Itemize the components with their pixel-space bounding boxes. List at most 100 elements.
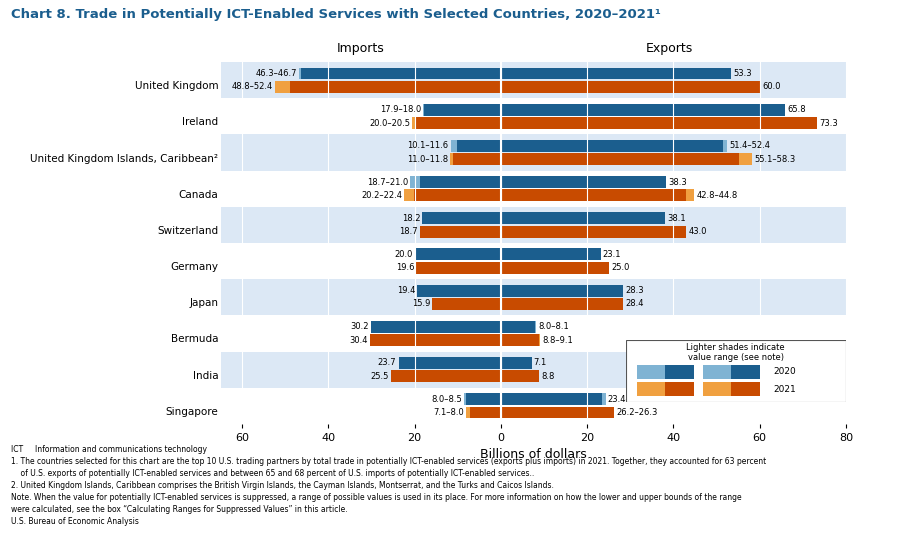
Text: 23.1: 23.1 (603, 250, 621, 259)
Bar (220, 171, 846, 207)
Bar (501, 190, 686, 201)
Text: India: India (193, 370, 219, 381)
Bar (501, 140, 723, 152)
Bar (501, 248, 600, 260)
Text: Note. When the value for potentially ICT-enabled services is suppressed, a range: Note. When the value for potentially ICT… (11, 493, 742, 502)
Text: Canada: Canada (178, 190, 219, 200)
Text: 2. United Kingdom Islands, Caribbean comprises the British Virgin Islands, the C: 2. United Kingdom Islands, Caribbean com… (11, 481, 553, 490)
Bar (501, 117, 817, 129)
Bar (686, 190, 694, 201)
X-axis label: Billions of dollars: Billions of dollars (480, 449, 587, 462)
Bar (302, 68, 501, 79)
Bar (723, 140, 727, 152)
Bar (432, 298, 501, 310)
Text: 42.8–44.8: 42.8–44.8 (697, 191, 738, 200)
Bar (636, 382, 665, 396)
Bar (291, 81, 501, 93)
Text: were calculated, see the box “Calculating Ranges for Suppressed Values” in this : were calculated, see the box “Calculatin… (11, 505, 347, 514)
Bar (501, 393, 602, 405)
Text: 7.1: 7.1 (534, 359, 547, 367)
Text: Germany: Germany (170, 262, 219, 272)
Text: 18.7: 18.7 (400, 227, 419, 236)
Bar (300, 68, 302, 79)
Text: 43.0: 43.0 (688, 227, 707, 236)
Text: 60.0: 60.0 (762, 83, 780, 91)
Text: Bermuda: Bermuda (171, 334, 219, 345)
Text: Lighter shades indicate: Lighter shades indicate (687, 343, 785, 352)
Bar (420, 176, 501, 188)
Text: 38.3: 38.3 (669, 178, 687, 186)
Bar (220, 352, 846, 388)
Text: 73.3: 73.3 (819, 119, 838, 127)
Text: U.S. Bureau of Economic Analysis: U.S. Bureau of Economic Analysis (11, 517, 139, 526)
Bar (220, 62, 846, 98)
Text: Ireland: Ireland (182, 117, 219, 127)
FancyBboxPatch shape (626, 340, 846, 402)
Text: 8.0–8.5: 8.0–8.5 (431, 395, 462, 403)
Bar (501, 176, 666, 188)
Bar (501, 370, 539, 382)
Bar (501, 68, 731, 79)
Text: 25.5: 25.5 (371, 372, 389, 381)
Text: 23.7: 23.7 (378, 359, 397, 367)
Bar (415, 248, 501, 260)
Bar (422, 212, 501, 224)
Bar (274, 81, 291, 93)
Text: 8.8–9.1: 8.8–9.1 (543, 336, 573, 345)
Text: 18.7–21.0: 18.7–21.0 (367, 178, 408, 186)
Bar (404, 190, 414, 201)
Bar (732, 382, 760, 396)
Bar (501, 321, 536, 333)
Text: 11.0–11.8: 11.0–11.8 (407, 155, 448, 164)
Text: United Kingdom: United Kingdom (135, 81, 219, 91)
Bar (739, 153, 752, 165)
Bar (501, 81, 760, 93)
Bar (220, 279, 846, 315)
Text: 55.1–58.3: 55.1–58.3 (754, 155, 796, 164)
Text: 46.3–46.7: 46.3–46.7 (256, 69, 297, 78)
Bar (501, 262, 608, 274)
Text: 8.8: 8.8 (541, 372, 554, 381)
Bar (417, 262, 501, 274)
Bar (220, 388, 846, 424)
Text: 19.6: 19.6 (396, 264, 414, 272)
Bar (703, 382, 732, 396)
Text: 48.8–52.4: 48.8–52.4 (231, 83, 273, 91)
Bar (471, 407, 501, 418)
Text: 65.8: 65.8 (787, 105, 806, 114)
Text: Exports: Exports (645, 42, 693, 55)
Bar (501, 153, 739, 165)
Bar (220, 134, 846, 171)
Text: 30.4: 30.4 (349, 336, 367, 345)
Bar (501, 407, 614, 418)
Text: 20.0: 20.0 (394, 250, 412, 259)
Text: 28.3: 28.3 (626, 286, 644, 295)
Text: 38.1: 38.1 (668, 214, 686, 222)
Bar (220, 243, 846, 279)
Bar (371, 321, 501, 333)
Text: value range (see note): value range (see note) (688, 353, 784, 362)
Bar (602, 393, 606, 405)
Bar (501, 285, 623, 296)
Text: Singapore: Singapore (166, 407, 219, 417)
Text: 8.0–8.1: 8.0–8.1 (538, 322, 569, 331)
Bar (501, 104, 785, 116)
Bar (454, 153, 501, 165)
Text: 1. The countries selected for this chart are the top 10 U.S. trading partners by: 1. The countries selected for this chart… (11, 457, 766, 467)
Text: 2021: 2021 (773, 385, 796, 394)
Text: ICT     Information and communications technology: ICT Information and communications techn… (11, 446, 207, 455)
Text: of U.S. exports of potentially ICT-enabled services and between 65 and 68 percen: of U.S. exports of potentially ICT-enabl… (11, 469, 534, 478)
Text: Imports: Imports (337, 42, 384, 55)
Bar (501, 298, 624, 310)
Bar (501, 357, 532, 369)
Bar (665, 382, 694, 396)
Bar (415, 117, 501, 129)
Text: Japan: Japan (189, 298, 219, 308)
Text: 10.1–11.6: 10.1–11.6 (408, 141, 449, 150)
Bar (665, 365, 694, 379)
Bar (501, 334, 539, 346)
Bar (412, 117, 415, 129)
Bar (539, 334, 540, 346)
Text: 20.2–22.4: 20.2–22.4 (361, 191, 402, 200)
Text: 17.9–18.0: 17.9–18.0 (380, 105, 421, 114)
